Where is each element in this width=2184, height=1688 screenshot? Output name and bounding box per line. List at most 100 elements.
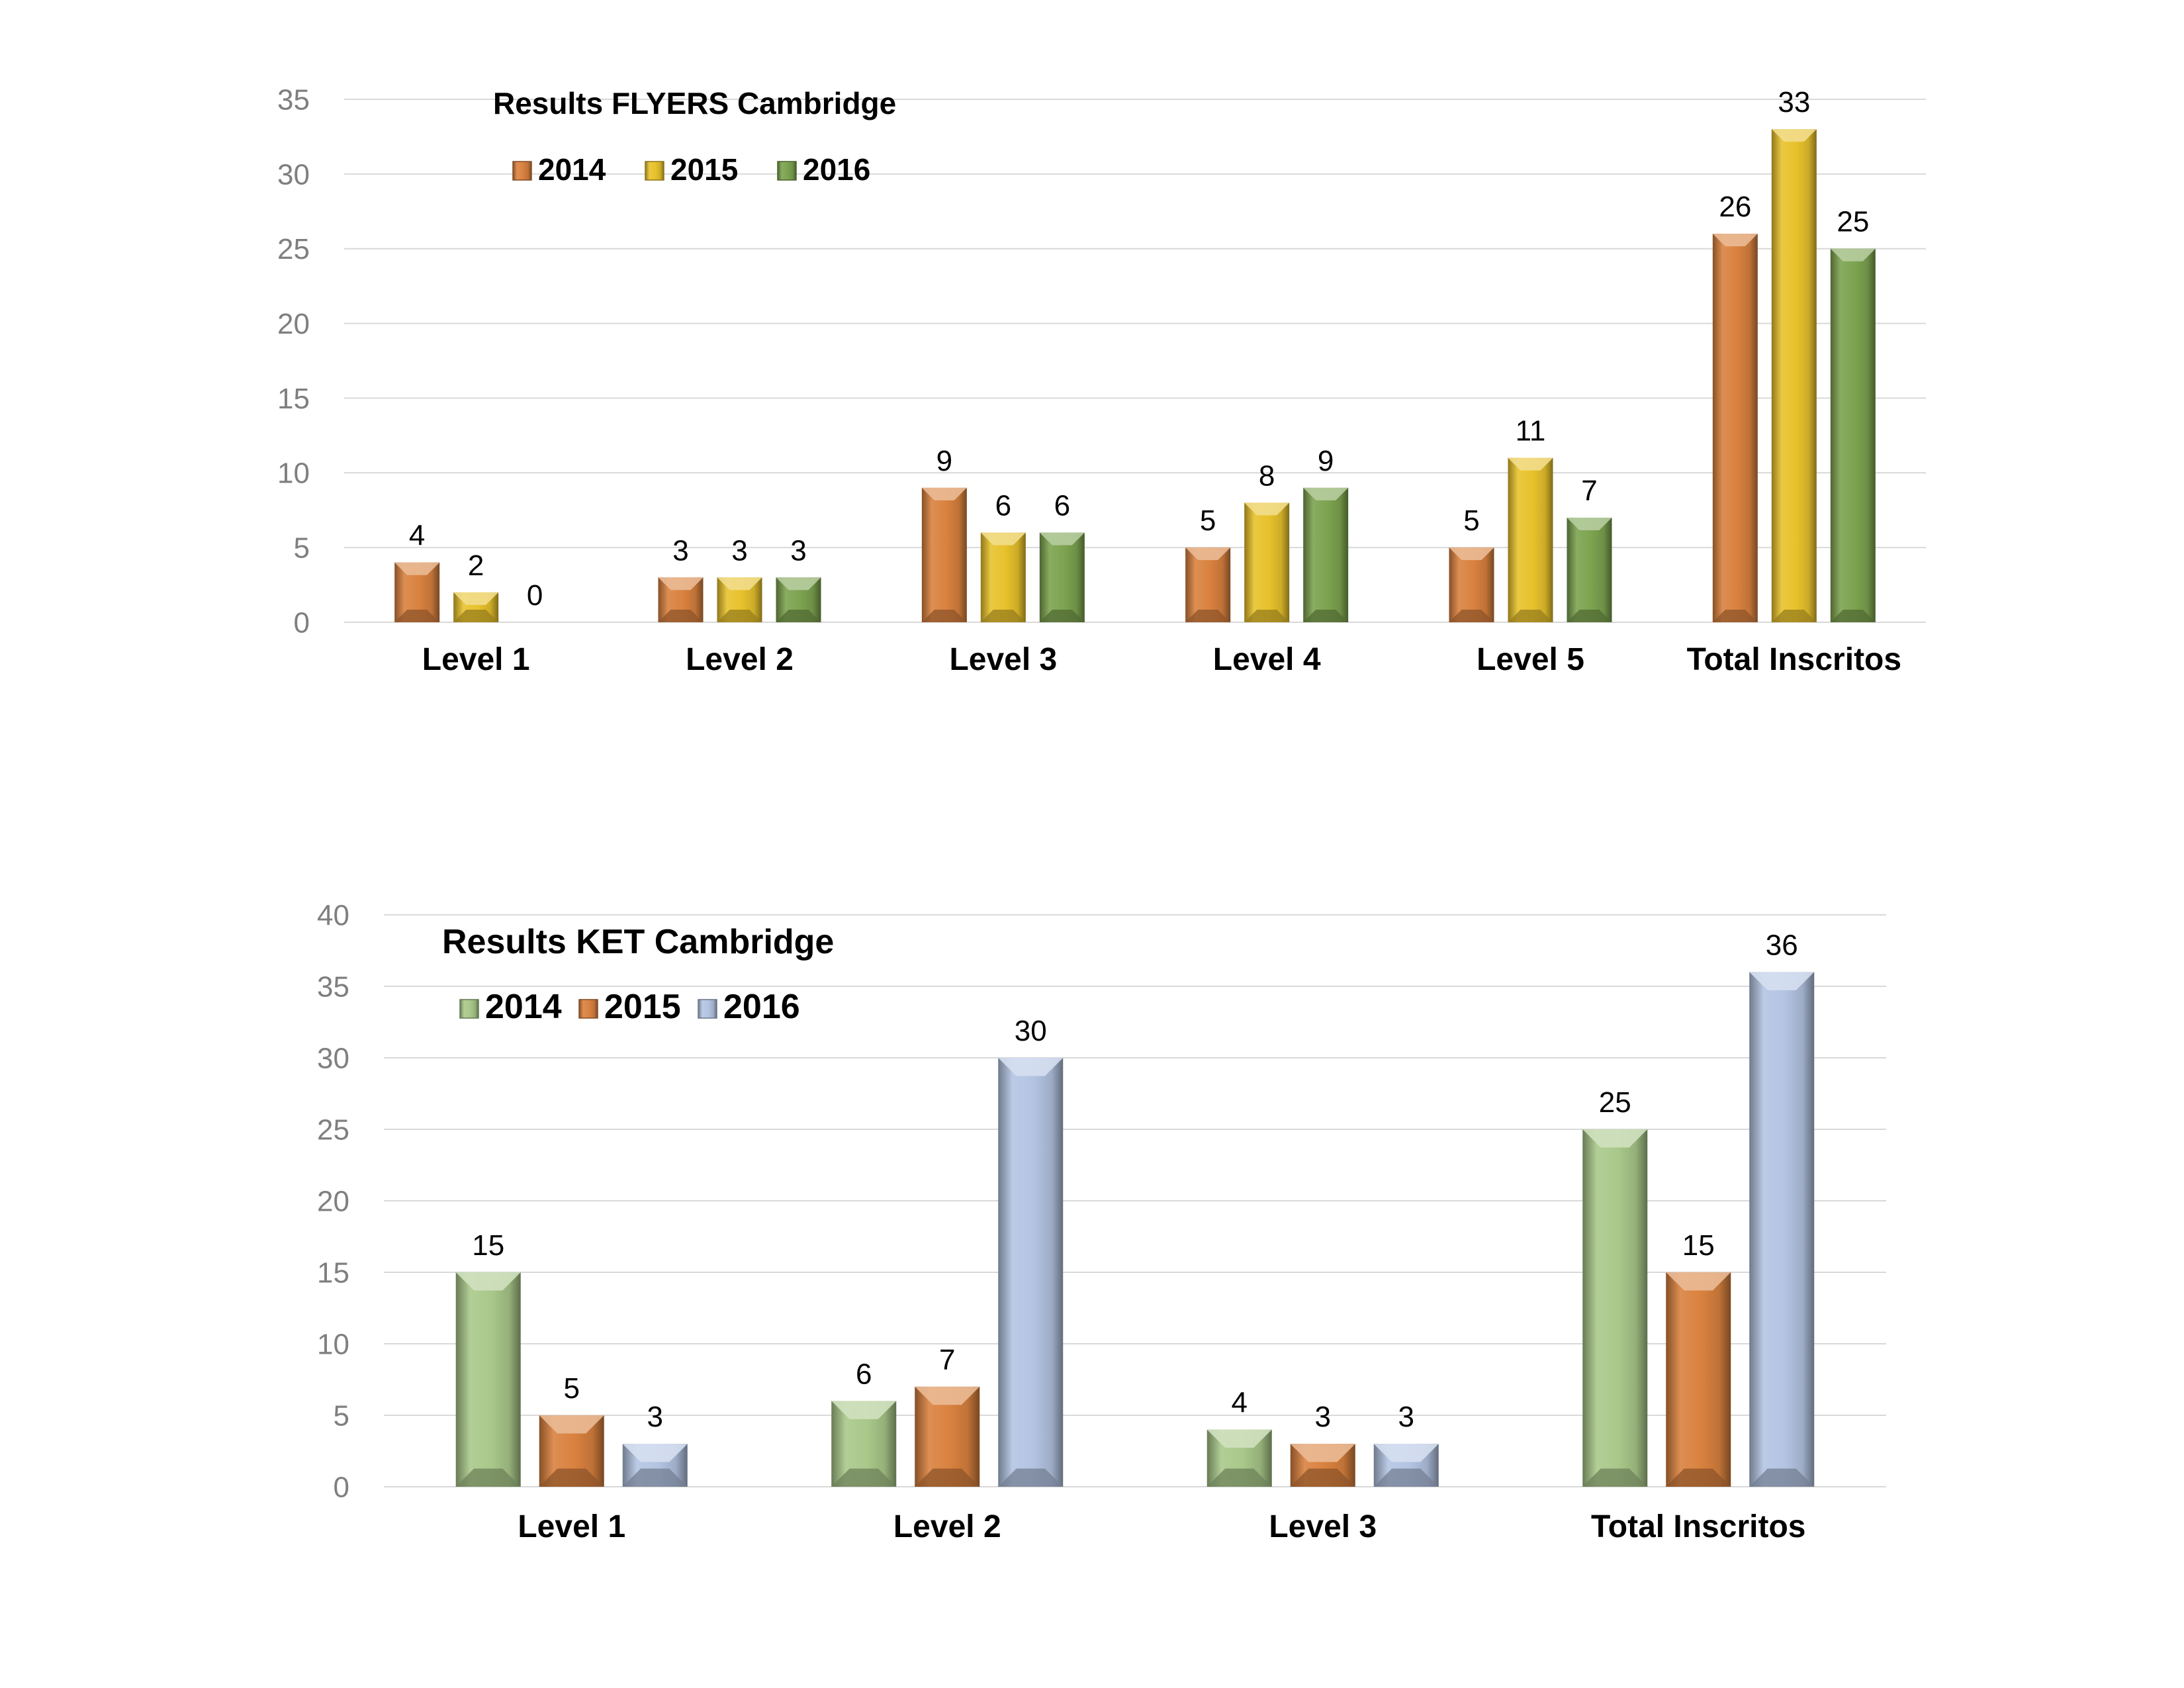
bar-bevel [776, 609, 821, 622]
data-label: 4 [1232, 1387, 1248, 1419]
legend-swatch-2015 [645, 161, 664, 181]
y-tick-label: 40 [317, 899, 349, 931]
y-tick-label: 20 [277, 308, 310, 340]
bar-bevel [831, 1401, 897, 1419]
x-tick-label: Level 4 [1213, 642, 1321, 677]
bar-level-3-2016 [1039, 532, 1085, 622]
y-tick-label: 30 [317, 1042, 349, 1074]
bar-bevel [1749, 1468, 1815, 1487]
data-label: 36 [1766, 929, 1798, 961]
x-tick-label: Level 1 [422, 642, 530, 677]
data-label: 15 [1682, 1229, 1715, 1262]
data-label: 3 [790, 534, 806, 567]
y-tick-label: 5 [334, 1399, 349, 1432]
bar-bevel [915, 1386, 980, 1405]
bar-total-inscritos-2015 [1666, 1272, 1731, 1487]
x-tick-label: Total Inscritos [1687, 642, 1902, 677]
bar-bevel [1303, 609, 1349, 622]
x-tick-label: Level 3 [1269, 1509, 1377, 1544]
bar-level-4-2016 [1303, 487, 1349, 622]
y-tick-label: 35 [317, 970, 349, 1003]
bar-bevel [1749, 972, 1815, 990]
bar-bevel [1666, 1468, 1731, 1487]
bar-bevel [1039, 609, 1085, 622]
bar-level-1-2014 [455, 1272, 521, 1487]
data-label: 7 [1581, 475, 1597, 507]
y-tick-label: 20 [317, 1185, 349, 1217]
bar-level-3-2014 [921, 487, 967, 622]
bar-total-inscritos-2016 [1749, 972, 1815, 1487]
data-label: 15 [472, 1229, 504, 1262]
data-label: 3 [1398, 1401, 1414, 1433]
x-tick-label: Level 1 [518, 1509, 625, 1544]
bar-bevel [1712, 234, 1758, 247]
data-label: 6 [995, 490, 1011, 522]
bar-bevel [1373, 1444, 1439, 1462]
data-label: 6 [856, 1358, 872, 1390]
bar-bevel [1582, 1129, 1648, 1148]
legend-label-2015: 2015 [604, 988, 681, 1026]
bar-level-5-2016 [1567, 518, 1612, 622]
data-label: 8 [1259, 459, 1275, 492]
bar-bevel [921, 487, 967, 500]
bar-bevel [717, 609, 762, 622]
y-tick-label: 10 [277, 457, 310, 490]
y-tick-label: 25 [317, 1113, 349, 1146]
data-label: 3 [731, 534, 747, 567]
bar-bevel [831, 1468, 897, 1487]
data-label: 3 [672, 534, 688, 567]
y-tick-label: 10 [317, 1328, 349, 1360]
bar-level-5-2015 [1508, 457, 1553, 622]
data-label: 4 [409, 520, 425, 552]
data-label: 9 [1318, 445, 1334, 477]
y-tick-label: 15 [317, 1256, 349, 1289]
data-label: 3 [1315, 1401, 1331, 1433]
x-tick-label: Level 5 [1477, 642, 1584, 677]
y-tick-label: 5 [294, 532, 310, 565]
bar-bevel [1185, 547, 1231, 561]
bar-bevel [455, 1272, 521, 1291]
data-label: 25 [1837, 206, 1869, 238]
bar-bevel [980, 532, 1026, 545]
bar-bevel [658, 609, 704, 622]
data-label: 5 [1200, 504, 1216, 537]
bar-bevel [1449, 547, 1494, 561]
bar-bevel [1373, 1468, 1439, 1487]
data-label: 11 [1516, 415, 1546, 447]
bar-bevel [1039, 532, 1085, 545]
bar-bevel [1830, 248, 1876, 261]
y-tick-label: 0 [334, 1471, 349, 1503]
bar-bevel [1290, 1468, 1355, 1487]
bar-bevel [998, 1468, 1064, 1487]
bar-level-3-2015 [980, 532, 1026, 622]
bar-bevel [1712, 609, 1758, 622]
y-tick-label: 35 [277, 83, 310, 116]
bar-total-inscritos-2015 [1771, 129, 1817, 623]
legend-swatch-2014 [512, 161, 532, 181]
bar-bevel [776, 577, 821, 590]
bar-bevel [717, 577, 762, 590]
bar-bevel [1206, 1468, 1272, 1487]
legend-swatch-2016 [698, 999, 717, 1019]
x-tick-label: Level 2 [893, 1509, 1001, 1544]
legend-label-2014: 2014 [538, 152, 606, 187]
y-tick-label: 15 [277, 383, 310, 415]
data-label: 7 [939, 1344, 955, 1376]
data-label: 3 [647, 1401, 663, 1433]
data-label: 9 [936, 445, 952, 477]
data-label: 2 [468, 549, 484, 582]
chart-title: Results FLYERS Cambridge [493, 86, 896, 120]
data-label: 30 [1015, 1015, 1047, 1047]
legend-label-2016: 2016 [723, 988, 800, 1026]
bar-bevel [1244, 502, 1290, 516]
bar-bevel [455, 1468, 521, 1487]
y-tick-label: 30 [277, 158, 310, 191]
bar-bevel [1771, 609, 1817, 622]
bar-bevel [1567, 518, 1612, 531]
bar-bevel [1185, 609, 1231, 622]
bar-bevel [622, 1468, 688, 1487]
bar-bevel [1449, 609, 1494, 622]
y-tick-label: 0 [294, 606, 310, 639]
bar-bevel [1244, 609, 1290, 622]
